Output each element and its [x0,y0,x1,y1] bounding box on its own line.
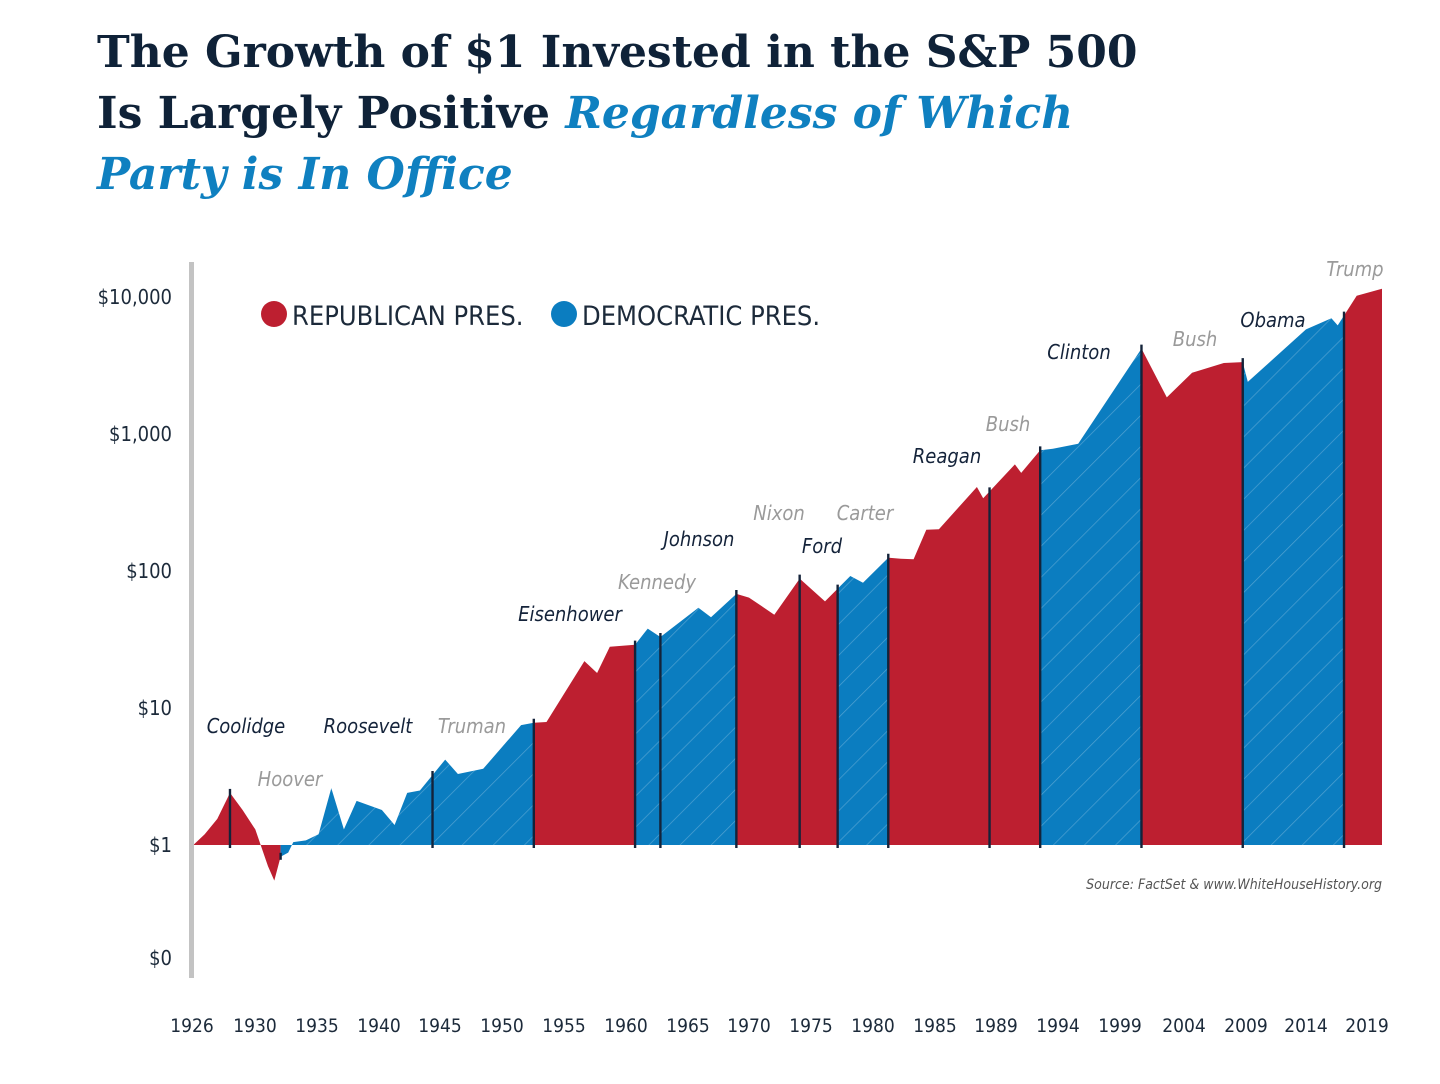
republican-area-8 [1141,348,1243,845]
president-label-clinton-12: Clinton [1047,340,1110,364]
president-label-trump-15: Trump [1326,257,1383,281]
x-axis-ticks: 1926 1930 1935 1940 1945 1950 1955 1960 1965 1970… [170,1015,1389,1037]
president-label-nixon-7: Nixon [753,501,805,525]
x-tick-label: 1940 [357,1015,401,1037]
x-tick-label: 1930 [233,1015,277,1037]
democratic-hatch-5 [837,557,889,845]
republican-area-2 [533,644,636,845]
president-label-ford-8: Ford [802,534,843,558]
x-tick-label: 1926 [170,1015,214,1037]
title-line-2-highlight: Regardless of Which [565,88,1074,139]
republican-area-6 [888,450,1041,845]
x-tick-label: 1989 [974,1015,1018,1037]
title-line-2-plain: Is Largely Positive [97,88,566,139]
x-tick-label: 1950 [480,1015,524,1037]
president-label-kennedy-5: Kennedy [618,570,696,594]
president-label-roosevelt-2: Roosevelt [324,714,414,738]
president-label-coolidge-0: Coolidge [207,714,286,738]
x-tick-label: 1999 [1098,1015,1142,1037]
republican-area-10 [1344,288,1382,845]
chart-title: The Growth of $1 Invested in the S&P 500… [97,22,1197,205]
democratic-hatch-9 [1242,315,1344,846]
x-tick-label: 1994 [1036,1015,1080,1037]
x-tick-label: 2009 [1224,1015,1268,1037]
legend: REPUBLICAN PRES. DEMOCRATIC PRES. [261,301,820,332]
president-label-truman-3: Truman [438,714,506,738]
president-label-hoover-1: Hoover [258,767,324,791]
y-tick-label: $1 [149,833,172,857]
legend-label-republican: REPUBLICAN PRES. [292,301,523,332]
y-tick-label: $100 [126,559,172,583]
x-tick-label: 1945 [418,1015,462,1037]
source-note: Source: FactSet & www.WhiteHouseHistory.… [1086,877,1382,893]
president-label-reagan-10: Reagan [913,444,981,468]
legend-marker-republican [261,301,287,327]
y-axis-line [189,262,194,978]
x-tick-label: 2014 [1284,1015,1328,1037]
president-label-bush-11: Bush [986,412,1031,436]
president-label-obama-14: Obama [1240,308,1305,332]
democratic-hatch-7 [1040,348,1142,845]
president-labels: Coolidge Hoover Roosevelt Truman Eisenhower K… [207,257,1384,791]
y-axis-ticks: $10,000 $1,000 $100 $10 $1 $0 [98,285,172,970]
title-line-3-highlight: Party is In Office [97,149,513,200]
y-tick-label: $10,000 [98,285,172,309]
x-tick-label: 2004 [1162,1015,1206,1037]
y-tick-label: $1,000 [109,422,172,446]
y-tick-label: $0 [149,946,172,970]
president-label-johnson-6: Johnson [661,527,735,551]
republican-area-4 [736,578,838,845]
x-tick-label: 1985 [913,1015,957,1037]
x-tick-label: 1965 [666,1015,710,1037]
democratic-hatch-3 [635,593,737,845]
x-tick-label: 1960 [604,1015,648,1037]
president-label-bush-13: Bush [1173,327,1218,351]
president-label-carter-9: Carter [837,501,895,525]
x-tick-label: 1955 [542,1015,586,1037]
x-tick-label: 1980 [851,1015,895,1037]
president-label-eisenhower-4: Eisenhower [518,602,623,626]
title-line-1: The Growth of $1 Invested in the S&P 500 [97,27,1138,78]
legend-marker-democratic [551,301,577,327]
y-tick-label: $10 [138,696,172,720]
x-tick-label: 1935 [295,1015,339,1037]
area-layer [192,288,1382,881]
term-dividers [228,311,1346,860]
legend-label-democratic: DEMOCRATIC PRES. [582,301,820,332]
x-tick-label: 2019 [1345,1015,1389,1037]
x-tick-label: 1975 [789,1015,833,1037]
republican-area-0 [192,792,281,881]
x-tick-label: 1970 [727,1015,771,1037]
democratic-hatch-1 [280,722,534,857]
